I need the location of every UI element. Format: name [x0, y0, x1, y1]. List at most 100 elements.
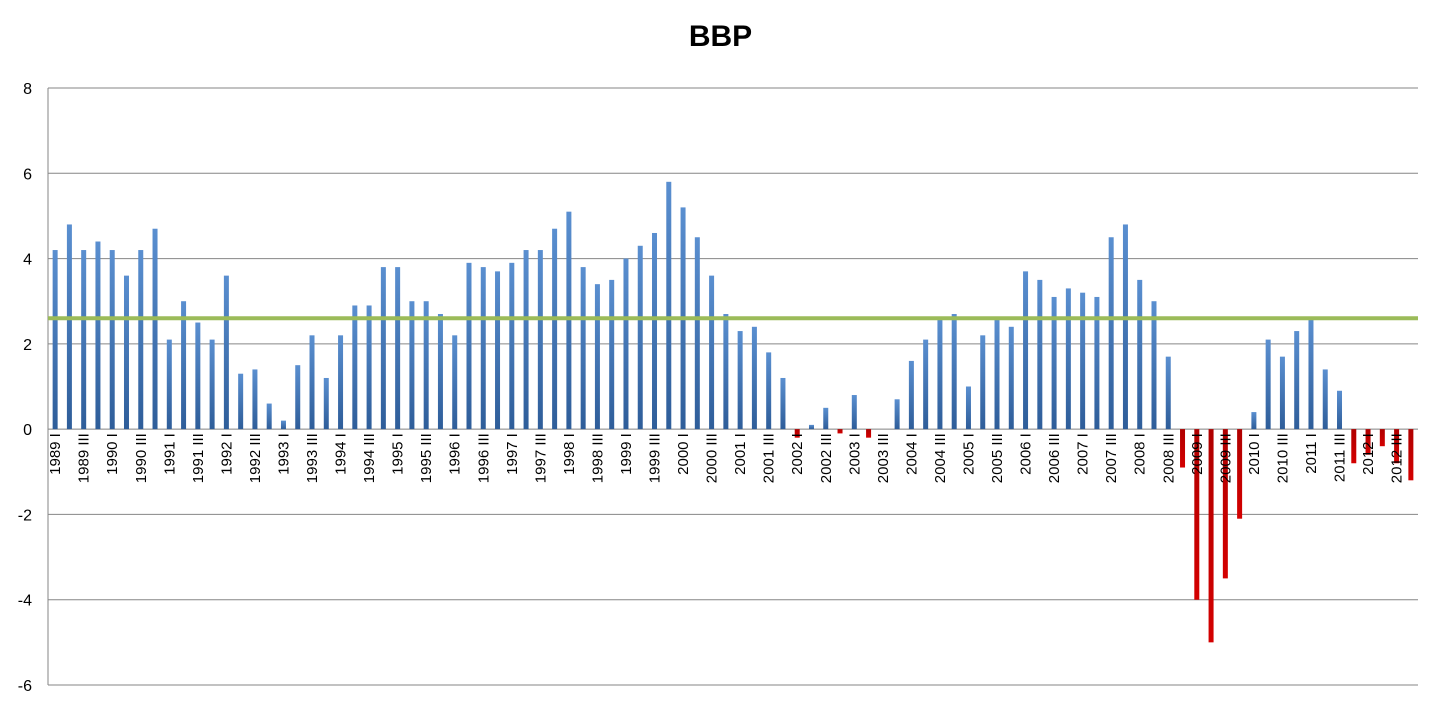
bar: [1051, 296, 1057, 430]
bar: [423, 301, 429, 430]
y-tick-label: 8: [23, 81, 32, 98]
bar: [1322, 369, 1328, 430]
bar: [1222, 429, 1228, 579]
x-tick-label: 1998 III: [589, 433, 606, 483]
bar: [1180, 429, 1186, 468]
x-tick-label: 1996 I: [447, 433, 464, 475]
bar: [1394, 429, 1400, 464]
bar: [937, 318, 943, 430]
bar: [1208, 429, 1214, 643]
bar: [737, 331, 743, 430]
bar: [138, 250, 144, 430]
x-tick-label: 2010 I: [1246, 433, 1263, 475]
bar: [95, 241, 101, 430]
bar: [723, 314, 729, 430]
bar: [1379, 429, 1385, 447]
bar: [780, 377, 786, 430]
bar: [923, 339, 929, 430]
bar: [52, 250, 58, 430]
bar: [823, 407, 829, 430]
bar: [466, 262, 472, 430]
bar: [1165, 356, 1171, 430]
x-tick-label: 1999 I: [618, 433, 635, 475]
bar: [637, 245, 643, 430]
y-tick-label: 6: [23, 166, 32, 183]
bars: [52, 181, 1414, 643]
bar: [1037, 279, 1043, 430]
x-tick-labels: 1989 I 1989 III 1990 I 1990 III 1991 I 1991 I…: [47, 433, 1405, 483]
x-tick-label: 1994 I: [333, 433, 350, 475]
y-tick-label: -4: [18, 593, 32, 610]
y-tick-label: 4: [23, 252, 32, 269]
bar: [109, 250, 115, 430]
x-tick-label: 1992 III: [247, 433, 264, 483]
bar: [223, 275, 229, 430]
bar: [1008, 326, 1014, 430]
bar: [609, 279, 615, 430]
bar: [323, 377, 329, 430]
bar: [1023, 271, 1029, 430]
y-tick-label: -6: [18, 678, 32, 695]
x-tick-label: 1990 I: [104, 433, 121, 475]
x-tick-label: 2001 I: [732, 433, 749, 475]
x-tick-label: 2005 III: [989, 433, 1006, 483]
bar: [1237, 429, 1243, 519]
bar: [537, 250, 543, 430]
bar: [166, 339, 172, 430]
x-tick-label: 1999 III: [647, 433, 664, 483]
bar: [994, 318, 1000, 430]
x-tick-label: 1991 III: [190, 433, 207, 483]
bar: [666, 181, 672, 430]
bar: [238, 373, 244, 430]
bar: [437, 314, 443, 430]
x-tick-label: 1989 III: [76, 433, 93, 483]
x-tick-label: 2009 III: [1217, 433, 1234, 483]
bar: [694, 237, 700, 430]
bar: [965, 386, 971, 430]
x-tick-label: 2000 III: [704, 433, 721, 483]
bar: [123, 275, 129, 430]
bar: [309, 335, 315, 430]
bar: [980, 335, 986, 430]
x-tick-label: 1998 I: [561, 433, 578, 475]
chart-title: BBP: [688, 20, 753, 53]
bar: [908, 360, 914, 430]
bar: [509, 262, 515, 430]
gridlines: [48, 87, 1418, 686]
bar: [1365, 429, 1371, 455]
bar: [794, 429, 800, 438]
x-tick-label: 2003 I: [846, 433, 863, 475]
bar: [623, 258, 629, 430]
x-tick-label: 1997 I: [504, 433, 521, 475]
bar: [1108, 237, 1114, 430]
bar: [209, 339, 215, 430]
x-tick-label: 2004 I: [903, 433, 920, 475]
bar: [1251, 412, 1257, 430]
bar: [808, 424, 814, 430]
bar: [495, 271, 501, 430]
bar: [1122, 224, 1128, 430]
x-tick-label: 2004 III: [932, 433, 949, 483]
x-tick-label: 2010 III: [1274, 433, 1291, 483]
bar: [252, 369, 258, 430]
x-tick-label: 2005 I: [960, 433, 977, 475]
x-tick-label: 2011 I: [1303, 433, 1320, 474]
bar: [1151, 301, 1157, 430]
x-tick-label: 1997 III: [532, 433, 549, 483]
x-tick-label: 1992 I: [218, 433, 235, 475]
x-tick-label: 2002 III: [818, 433, 835, 483]
bar: [580, 267, 586, 430]
bar: [81, 250, 87, 430]
bar: [1408, 429, 1414, 481]
x-tick-label: 2008 I: [1132, 433, 1149, 475]
x-tick-label: 2007 III: [1103, 433, 1120, 483]
bar: [951, 314, 957, 430]
bar: [366, 305, 372, 430]
x-tick-label: 1994 III: [361, 433, 378, 483]
bar: [1265, 339, 1271, 430]
bar: [1351, 429, 1357, 464]
bar: [152, 228, 158, 430]
y-tick-label: 0: [23, 422, 32, 439]
bar: [1279, 356, 1285, 430]
